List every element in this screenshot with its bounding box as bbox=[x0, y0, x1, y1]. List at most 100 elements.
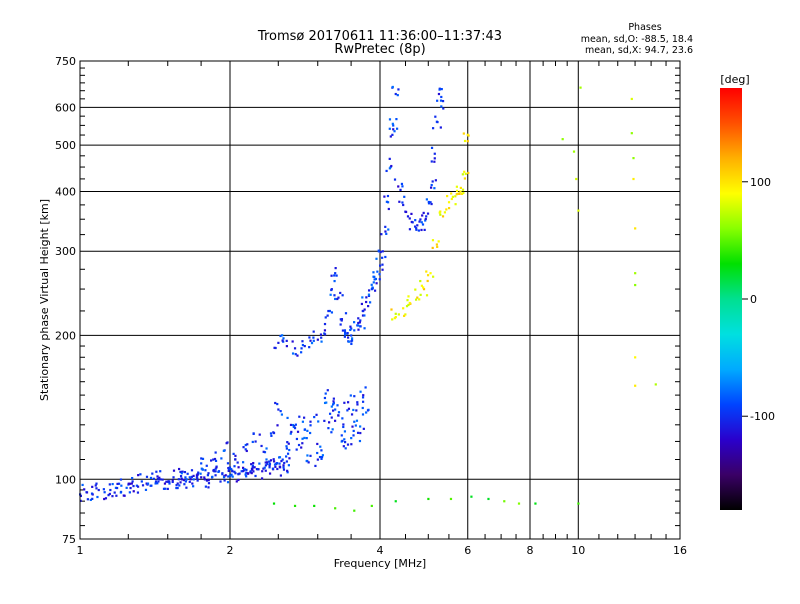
data-point bbox=[385, 169, 388, 173]
data-point bbox=[265, 458, 268, 461]
data-point bbox=[301, 437, 304, 440]
y-tick-label: 400 bbox=[55, 185, 76, 198]
data-point bbox=[119, 490, 123, 494]
data-point bbox=[89, 498, 92, 502]
data-point bbox=[278, 465, 281, 468]
data-point bbox=[438, 88, 441, 91]
data-point bbox=[352, 408, 355, 412]
data-point bbox=[347, 407, 351, 410]
data-point bbox=[356, 403, 359, 406]
data-point bbox=[346, 401, 350, 404]
data-point bbox=[461, 188, 465, 191]
data-point bbox=[439, 213, 442, 216]
data-point bbox=[354, 424, 357, 427]
data-point bbox=[260, 444, 263, 448]
data-point bbox=[316, 458, 319, 461]
data-point bbox=[425, 215, 428, 218]
data-point bbox=[439, 126, 442, 129]
data-point bbox=[253, 466, 256, 469]
stats-x: mean, sd,X: 94.7, 23.6 bbox=[585, 45, 693, 56]
data-point bbox=[273, 463, 277, 466]
data-point bbox=[361, 314, 365, 317]
data-point bbox=[179, 475, 183, 478]
data-point bbox=[294, 353, 297, 356]
data-point bbox=[274, 465, 277, 468]
data-point bbox=[363, 314, 366, 317]
data-point bbox=[387, 228, 390, 231]
data-point bbox=[290, 430, 293, 434]
data-point bbox=[419, 279, 422, 283]
data-point bbox=[327, 427, 330, 430]
data-point bbox=[252, 461, 255, 465]
data-point bbox=[337, 411, 341, 414]
data-point bbox=[127, 482, 130, 485]
data-point bbox=[372, 281, 375, 284]
data-point bbox=[227, 469, 230, 473]
data-point bbox=[350, 443, 353, 446]
data-point bbox=[346, 409, 349, 412]
data-point bbox=[445, 208, 448, 211]
data-point bbox=[363, 327, 366, 330]
colorbar-ticks: 100 0 -100 bbox=[742, 176, 775, 423]
data-point bbox=[463, 139, 467, 143]
data-point bbox=[279, 410, 282, 413]
data-point bbox=[192, 474, 195, 477]
data-point bbox=[277, 341, 280, 344]
data-point bbox=[166, 487, 169, 491]
data-point bbox=[361, 400, 365, 403]
colorbar-tick-label: 0 bbox=[750, 293, 757, 306]
data-point bbox=[307, 461, 310, 464]
data-point bbox=[313, 504, 316, 508]
data-point bbox=[350, 327, 353, 330]
data-point bbox=[171, 480, 174, 484]
data-point bbox=[235, 480, 238, 483]
data-point bbox=[632, 157, 635, 160]
x-tick-label: 2 bbox=[227, 544, 234, 557]
data-point bbox=[368, 301, 372, 304]
data-point bbox=[212, 458, 215, 461]
data-point bbox=[276, 424, 279, 427]
data-point bbox=[149, 476, 153, 480]
data-point bbox=[330, 431, 333, 434]
data-point bbox=[285, 345, 288, 348]
data-point bbox=[330, 288, 333, 292]
data-point bbox=[301, 420, 305, 423]
data-point bbox=[234, 472, 237, 475]
data-point bbox=[312, 330, 315, 333]
data-point bbox=[286, 471, 289, 474]
data-point bbox=[279, 474, 283, 477]
data-point bbox=[226, 481, 230, 484]
data-point bbox=[314, 464, 317, 468]
data-point bbox=[196, 473, 199, 476]
data-point bbox=[344, 312, 348, 315]
x-tick-label: 8 bbox=[527, 544, 534, 557]
data-point bbox=[185, 486, 188, 489]
data-point bbox=[203, 478, 206, 481]
data-point bbox=[331, 409, 335, 412]
data-point bbox=[125, 486, 128, 489]
data-point bbox=[149, 484, 152, 487]
data-point bbox=[466, 133, 469, 136]
data-point bbox=[430, 202, 433, 206]
data-point bbox=[184, 476, 187, 479]
data-point bbox=[233, 465, 236, 468]
colorbar bbox=[720, 88, 742, 510]
colorbar-tick-label: -100 bbox=[750, 410, 775, 423]
data-point bbox=[320, 455, 324, 459]
data-point bbox=[272, 431, 275, 434]
data-point bbox=[293, 347, 297, 350]
data-point bbox=[302, 416, 306, 419]
data-point bbox=[90, 492, 94, 495]
data-point bbox=[391, 122, 394, 125]
data-point bbox=[427, 202, 431, 205]
data-point bbox=[165, 480, 168, 483]
data-point bbox=[306, 429, 309, 432]
data-point bbox=[376, 270, 379, 273]
data-point bbox=[357, 328, 360, 331]
data-point bbox=[265, 461, 269, 464]
data-point bbox=[263, 451, 267, 454]
data-point bbox=[286, 416, 289, 420]
data-point bbox=[230, 473, 233, 476]
data-point bbox=[406, 215, 410, 218]
data-point bbox=[534, 502, 537, 505]
